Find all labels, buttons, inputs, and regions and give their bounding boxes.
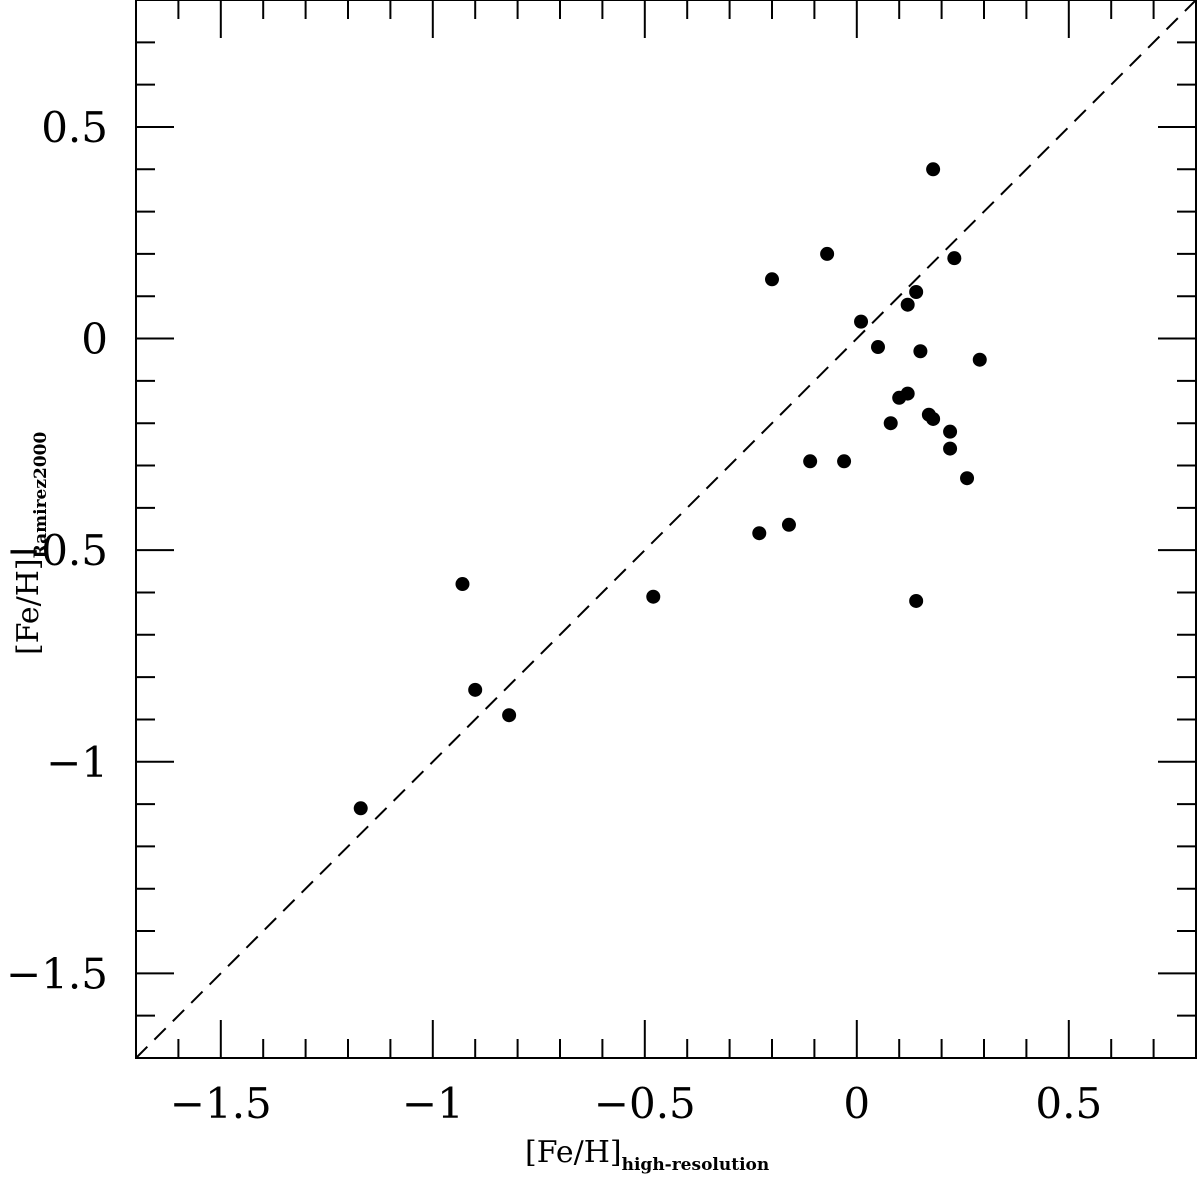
data-point xyxy=(943,441,958,456)
y-tick-label: −1.5 xyxy=(6,949,108,998)
y-axis-label-main: [Fe/H] xyxy=(11,558,46,655)
data-point xyxy=(781,517,796,532)
x-axis-label: [Fe/H]high-resolution xyxy=(525,1135,769,1175)
data-point xyxy=(909,593,924,608)
major-ticks xyxy=(136,0,1196,1058)
data-point xyxy=(926,411,941,426)
data-point xyxy=(765,272,779,287)
data-point xyxy=(913,344,928,359)
one-to-one-reference-line xyxy=(135,0,1197,1059)
data-point xyxy=(837,454,852,469)
data-point xyxy=(972,352,987,367)
data-point xyxy=(854,314,869,329)
minor-ticks xyxy=(135,0,1197,1059)
y-tick-label: −0.5 xyxy=(6,526,108,575)
y-axis-label-subscript: Ramirez2000 xyxy=(31,431,51,558)
data-point xyxy=(455,577,470,592)
x-axis-label-main: [Fe/H] xyxy=(525,1135,622,1170)
data-point xyxy=(909,285,924,300)
x-tick-label: 0 xyxy=(843,1079,870,1128)
data-point xyxy=(646,589,661,604)
data-point xyxy=(468,682,483,697)
data-point xyxy=(900,297,915,312)
data-point xyxy=(947,251,962,266)
y-tick-label: 0 xyxy=(81,315,108,364)
data-point xyxy=(926,162,941,177)
x-tick-label: −1.5 xyxy=(170,1079,272,1128)
data-point xyxy=(353,801,368,816)
x-tick-label: −1 xyxy=(402,1079,464,1128)
data-point xyxy=(752,526,767,541)
data-point xyxy=(871,340,885,355)
data-point xyxy=(892,390,907,405)
data-point xyxy=(943,424,958,439)
data-point xyxy=(502,708,517,723)
y-tick-labels: 0.5 0 −0.5 −1 −1.5 xyxy=(6,103,108,998)
data-points xyxy=(353,162,987,816)
x-tick-label: −0.5 xyxy=(594,1079,696,1128)
plot-frame xyxy=(135,0,1197,1059)
y-axis-label: [Fe/H]Ramirez2000 xyxy=(11,431,51,655)
y-tick-label: 0.5 xyxy=(41,103,108,152)
x-tick-labels: −1.5 −1 −0.5 0 0.5 xyxy=(170,1079,1102,1128)
data-point xyxy=(883,416,898,431)
y-tick-label: −1 xyxy=(46,738,108,787)
x-tick-label: 0.5 xyxy=(1035,1079,1102,1128)
data-point xyxy=(803,454,818,469)
data-point xyxy=(960,471,975,486)
data-point xyxy=(820,246,835,261)
x-axis-label-subscript: high-resolution xyxy=(622,1155,770,1175)
